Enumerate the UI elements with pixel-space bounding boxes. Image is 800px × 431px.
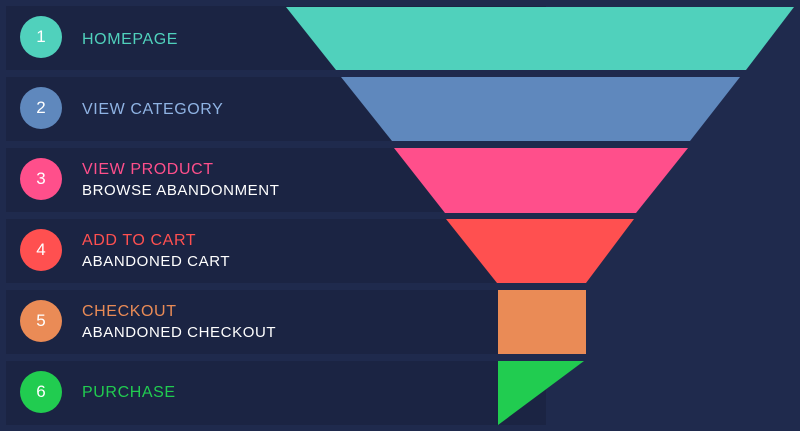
stage-number-badge: 1 bbox=[20, 16, 62, 58]
funnel-segment-purchase bbox=[498, 361, 584, 425]
funnel-segment-add-to-cart bbox=[446, 219, 634, 283]
stage-sublabel: ABANDONED CART bbox=[82, 253, 231, 270]
stage-number-badge: 3 bbox=[20, 158, 62, 200]
stage-sublabel: ABANDONED CHECKOUT bbox=[82, 324, 277, 341]
funnel-segment-homepage bbox=[286, 7, 794, 70]
stage-row-add-to-cart: 4 ADD TO CART ABANDONED CART bbox=[6, 219, 546, 283]
stage-sublabel: BROWSE ABANDONMENT bbox=[82, 182, 280, 199]
stage-label: ADD TO CART bbox=[82, 232, 197, 249]
stage-label: PURCHASE bbox=[82, 384, 176, 401]
stage-row-purchase: 6 PURCHASE bbox=[6, 361, 546, 425]
stage-label: HOMEPAGE bbox=[82, 31, 179, 48]
stage-number-badge: 4 bbox=[20, 229, 62, 271]
funnel-segment-view-category bbox=[341, 77, 740, 141]
stage-number-badge: 2 bbox=[20, 87, 62, 129]
funnel-segment-view-product bbox=[394, 148, 688, 213]
stage-label: VIEW CATEGORY bbox=[82, 101, 224, 118]
stage-row-checkout: 5 CHECKOUT ABANDONED CHECKOUT bbox=[6, 290, 546, 354]
funnel-segment-checkout bbox=[498, 290, 586, 354]
stage-label: CHECKOUT bbox=[82, 303, 177, 320]
stage-number-badge: 5 bbox=[20, 300, 62, 342]
stage-label: VIEW PRODUCT bbox=[82, 161, 214, 178]
stage-number-badge: 6 bbox=[20, 371, 62, 413]
